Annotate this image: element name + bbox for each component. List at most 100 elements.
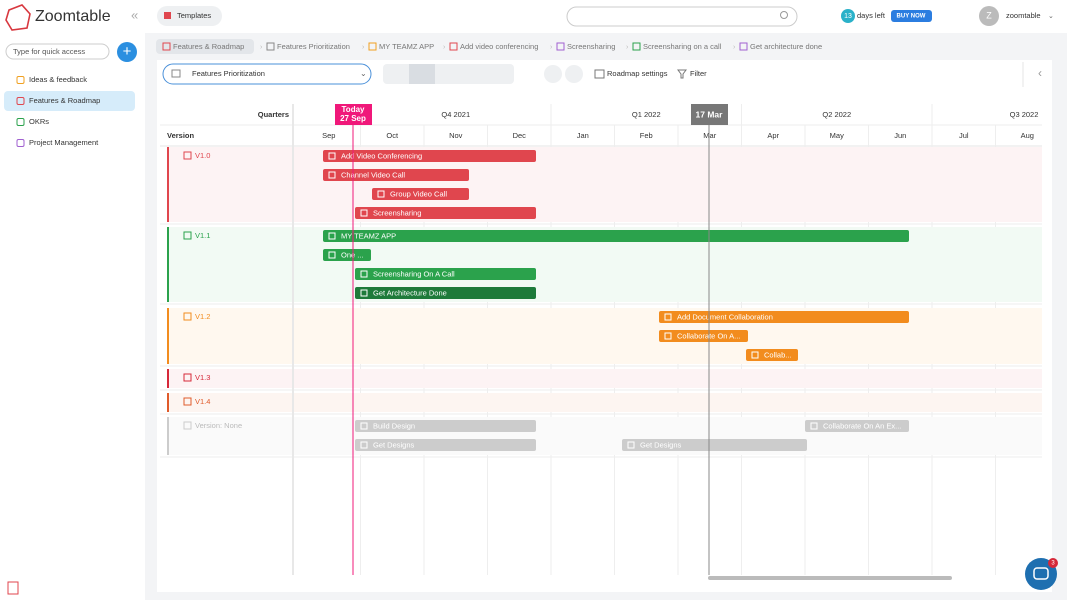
user-menu[interactable]: ⌄	[1048, 13, 1054, 20]
item-icon	[328, 171, 336, 179]
item-label: One ...	[341, 250, 364, 259]
item-label: Screensharing	[373, 208, 421, 217]
month-label: Apr	[767, 131, 779, 140]
breadcrumb[interactable]: Add video conferencing	[460, 42, 538, 51]
roadmap-item[interactable]	[323, 169, 469, 181]
trash-icon[interactable]	[7, 581, 19, 595]
sidebar	[0, 0, 145, 600]
item-icon	[627, 441, 635, 449]
filter-label[interactable]: Filter	[690, 69, 707, 78]
group-accent	[167, 308, 169, 364]
group-icon	[183, 151, 192, 160]
breadcrumb[interactable]: Get architecture done	[750, 42, 822, 51]
month-label: Aug	[1021, 131, 1034, 140]
collapse-icon[interactable]: «	[131, 7, 138, 22]
add-button[interactable]	[117, 42, 137, 62]
roadmap-item[interactable]	[659, 330, 748, 342]
roadmap-item[interactable]	[355, 207, 536, 219]
group-name[interactable]: V1.4	[195, 397, 210, 406]
view-select[interactable]	[162, 63, 372, 85]
breadcrumb[interactable]: Screensharing	[567, 42, 615, 51]
scrollbar[interactable]	[708, 576, 952, 580]
item-label: Get Designs	[640, 440, 682, 449]
breadcrumb-icon	[266, 42, 275, 51]
item-icon	[664, 332, 672, 340]
item-label: Add Document Collaboration	[677, 312, 773, 321]
avatar[interactable]	[979, 6, 999, 26]
quarter-label: Q4 2021	[441, 110, 470, 119]
month-label: Mar	[703, 131, 716, 140]
roadmap-item[interactable]	[355, 287, 536, 299]
group-icon	[183, 312, 192, 321]
group-name[interactable]: V1.3	[195, 373, 210, 382]
quarter-label: Q1 2022	[632, 110, 661, 119]
zoom-out[interactable]	[565, 65, 583, 83]
group-name[interactable]: V1.2	[195, 312, 210, 321]
item-label: Collaborate On An Ex...	[823, 421, 901, 430]
trial-badge	[841, 9, 855, 23]
group-accent	[167, 369, 169, 388]
roadmap-item[interactable]	[323, 230, 909, 242]
item-icon	[751, 351, 759, 359]
view-icon	[171, 69, 181, 78]
item-label: Collab...	[764, 350, 792, 359]
today-label: Today	[342, 105, 366, 114]
collapse-panel[interactable]: ‹	[1038, 66, 1042, 80]
item-icon	[360, 441, 368, 449]
nav-item[interactable]: Ideas & feedback	[29, 75, 87, 84]
month-label: Jul	[959, 131, 969, 140]
item-label: Get Architecture Done	[373, 288, 447, 297]
group-icon	[183, 231, 192, 240]
breadcrumb[interactable]: MY TEAMZ APP	[379, 42, 434, 51]
month-label: Nov	[449, 131, 463, 140]
search-box[interactable]	[5, 43, 110, 60]
roadmap-item[interactable]	[659, 311, 909, 323]
roadmap-item[interactable]	[323, 150, 536, 162]
group-band	[167, 369, 1042, 388]
buy-now-button[interactable]	[891, 10, 932, 22]
roadmap-settings[interactable]: Roadmap settings	[607, 69, 668, 78]
chat-icon	[1033, 567, 1049, 580]
group-band	[167, 393, 1042, 412]
group-name[interactable]: V1.1	[195, 231, 210, 240]
month-label: Jun	[894, 131, 906, 140]
roadmap-item[interactable]	[746, 349, 798, 361]
trial-text: days left	[857, 11, 886, 20]
group-band	[167, 308, 1042, 364]
zoom-in[interactable]	[544, 65, 562, 83]
roadmap-item[interactable]	[355, 268, 536, 280]
breadcrumb[interactable]: Screensharing on a call	[643, 42, 722, 51]
breadcrumb-sep: ›	[443, 44, 446, 51]
nav-item[interactable]: Project Management	[29, 138, 99, 147]
breadcrumb-icon	[632, 42, 641, 51]
nav-icon	[16, 76, 25, 84]
view-modes[interactable]	[383, 64, 514, 84]
roadmap-item[interactable]	[372, 188, 469, 200]
roadmap-item[interactable]	[622, 439, 807, 451]
logo-text: Zoomtable	[35, 8, 111, 25]
nav-item[interactable]: Features & Roadmap	[29, 96, 100, 105]
trial-days: 13	[844, 13, 852, 20]
group-accent	[167, 227, 169, 302]
group-icon	[183, 421, 192, 430]
nav-item[interactable]: OKRs	[29, 117, 49, 126]
month-label: Jan	[577, 131, 589, 140]
group-name[interactable]: Version: None	[195, 421, 242, 430]
group-name[interactable]: V1.0	[195, 151, 210, 160]
global-search[interactable]	[566, 6, 798, 27]
notification-count: 3	[1051, 561, 1055, 567]
version-header: Version	[167, 131, 195, 140]
roadmap-item[interactable]	[355, 420, 536, 432]
month-label: Feb	[640, 131, 653, 140]
breadcrumb[interactable]: Features & Roadmap	[173, 42, 244, 51]
nav-active	[4, 91, 135, 111]
roadmap-item[interactable]	[355, 439, 536, 451]
breadcrumb-sep: ›	[362, 44, 365, 51]
item-icon	[664, 313, 672, 321]
roadmap-item[interactable]	[805, 420, 909, 432]
breadcrumb[interactable]: Features Prioritization	[277, 42, 350, 51]
templates-button[interactable]	[157, 6, 222, 26]
item-icon	[328, 152, 336, 160]
